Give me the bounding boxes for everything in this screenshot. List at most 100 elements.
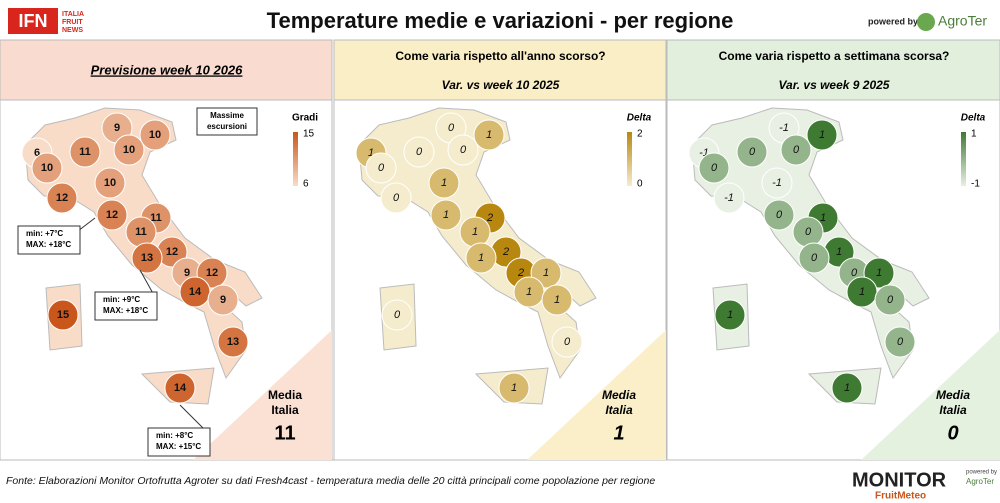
region-value: 1 [472,226,478,238]
region [736,136,768,168]
region-value: 0 [393,192,400,204]
region [430,199,462,231]
region-value: 1 [820,212,826,224]
annotation-box [94,291,158,321]
region-value: 9 [184,267,190,279]
region-value: 1 [368,147,374,159]
annotation: min: +9°C [103,295,140,304]
region [47,299,79,331]
logo-line: FRUIT [62,19,83,26]
region [381,299,413,331]
title: Temperature medie e variazioni - per reg… [267,8,734,33]
region-value: 9 [114,122,120,134]
region-value: -1 [724,192,734,204]
legend-max: 2 [637,129,643,140]
region-value: 0 [776,209,783,221]
region-value: 0 [887,294,894,306]
region-value: 0 [793,144,800,156]
legend-bar [293,132,298,186]
region-value: 12 [56,192,68,204]
panel-subtitle: Var. vs week 9 2025 [779,78,890,92]
note-box [196,107,258,136]
annotation: min: +7°C [26,229,63,238]
region-value: 11 [150,212,162,224]
logo-line: NEWS [62,27,83,34]
logo: IFN [19,11,48,31]
annotation: MAX: +18°C [26,240,71,249]
annotation: MAX: +18°C [103,306,148,315]
legend-min: 6 [303,179,309,190]
corner [861,330,1000,460]
region-value: 14 [189,286,202,298]
region [428,167,460,199]
brand-icon [917,13,935,31]
footer-brand: AgroTer [966,477,994,486]
region-value: 0 [805,226,812,238]
region-value: 10 [123,144,135,156]
corner [193,330,332,460]
average-label: Italia [605,403,633,417]
region-value: 0 [564,336,571,348]
average-label: Italia [939,403,967,417]
region-value: 14 [174,382,187,394]
legend-min: 0 [637,179,643,190]
legend-bar [961,132,966,186]
panel: Come varia rispetto all'anno scorso? Var.… [333,39,667,461]
region [884,326,916,358]
region [380,182,412,214]
region [139,119,171,151]
region-value: 9 [220,294,226,306]
region-value: 15 [57,309,69,321]
region [698,152,730,184]
panel-title: Previsione week 10 2026 [91,62,244,77]
region [447,134,479,166]
region [831,372,863,404]
region [207,284,239,316]
average-value: 1 [613,422,624,444]
region-value: 11 [79,146,91,158]
region [69,136,101,168]
region-value: 0 [811,252,818,264]
annotation-box [147,427,211,457]
region-value: 1 [554,294,560,306]
region-value: 1 [819,129,825,141]
average-label: Media [936,388,970,402]
panel-subtitle: Var. vs week 10 2025 [442,78,560,92]
region-value: 0 [851,267,858,279]
region-value: 1 [443,209,449,221]
region-value: 0 [378,162,385,174]
region-value: 0 [711,162,718,174]
region-value: 2 [502,246,509,258]
region-value: 0 [416,146,423,158]
region [806,119,838,151]
brand: AgroTer [938,13,987,29]
region [96,199,128,231]
region-value: 13 [227,336,239,348]
region-value: 13 [141,252,153,264]
region-value: 10 [149,129,161,141]
region-value: 0 [394,309,401,321]
region-value: 0 [897,336,904,348]
logo-box [8,8,58,34]
region [113,134,145,166]
region-value: 1 [486,129,492,141]
region-value: 1 [727,309,733,321]
panel-header [333,39,667,101]
legend-bar [627,132,632,186]
region-value: 0 [460,144,467,156]
region [714,299,746,331]
region-value: 1 [478,252,484,264]
region [498,372,530,404]
source: Fonte: Elaborazioni Monitor Ortofrutta A… [6,475,655,487]
panel: Come varia rispetto a settimana scorsa? V… [666,39,1000,461]
fruitmeteo-logo: FruitMeteo [875,491,926,502]
region [780,134,812,166]
region-value: 1 [836,246,842,258]
powered-by: powered by [868,16,918,26]
average-label: Media [602,388,636,402]
average-value: 0 [947,422,958,444]
region [541,284,573,316]
region-value: -1 [779,122,789,134]
